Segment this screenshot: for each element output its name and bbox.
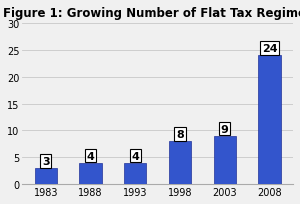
Bar [214, 136, 236, 184]
Bar [124, 163, 146, 184]
Bar [169, 142, 191, 184]
Bar [34, 168, 57, 184]
Bar [258, 56, 281, 184]
Text: 24: 24 [262, 44, 278, 54]
Title: Figure 1: Growing Number of Flat Tax Regimes: Figure 1: Growing Number of Flat Tax Reg… [3, 7, 300, 20]
Bar [79, 163, 102, 184]
Text: 3: 3 [42, 156, 50, 166]
Text: 4: 4 [87, 151, 94, 161]
Text: 9: 9 [221, 124, 229, 134]
Text: 4: 4 [131, 151, 139, 161]
Text: 8: 8 [176, 130, 184, 139]
